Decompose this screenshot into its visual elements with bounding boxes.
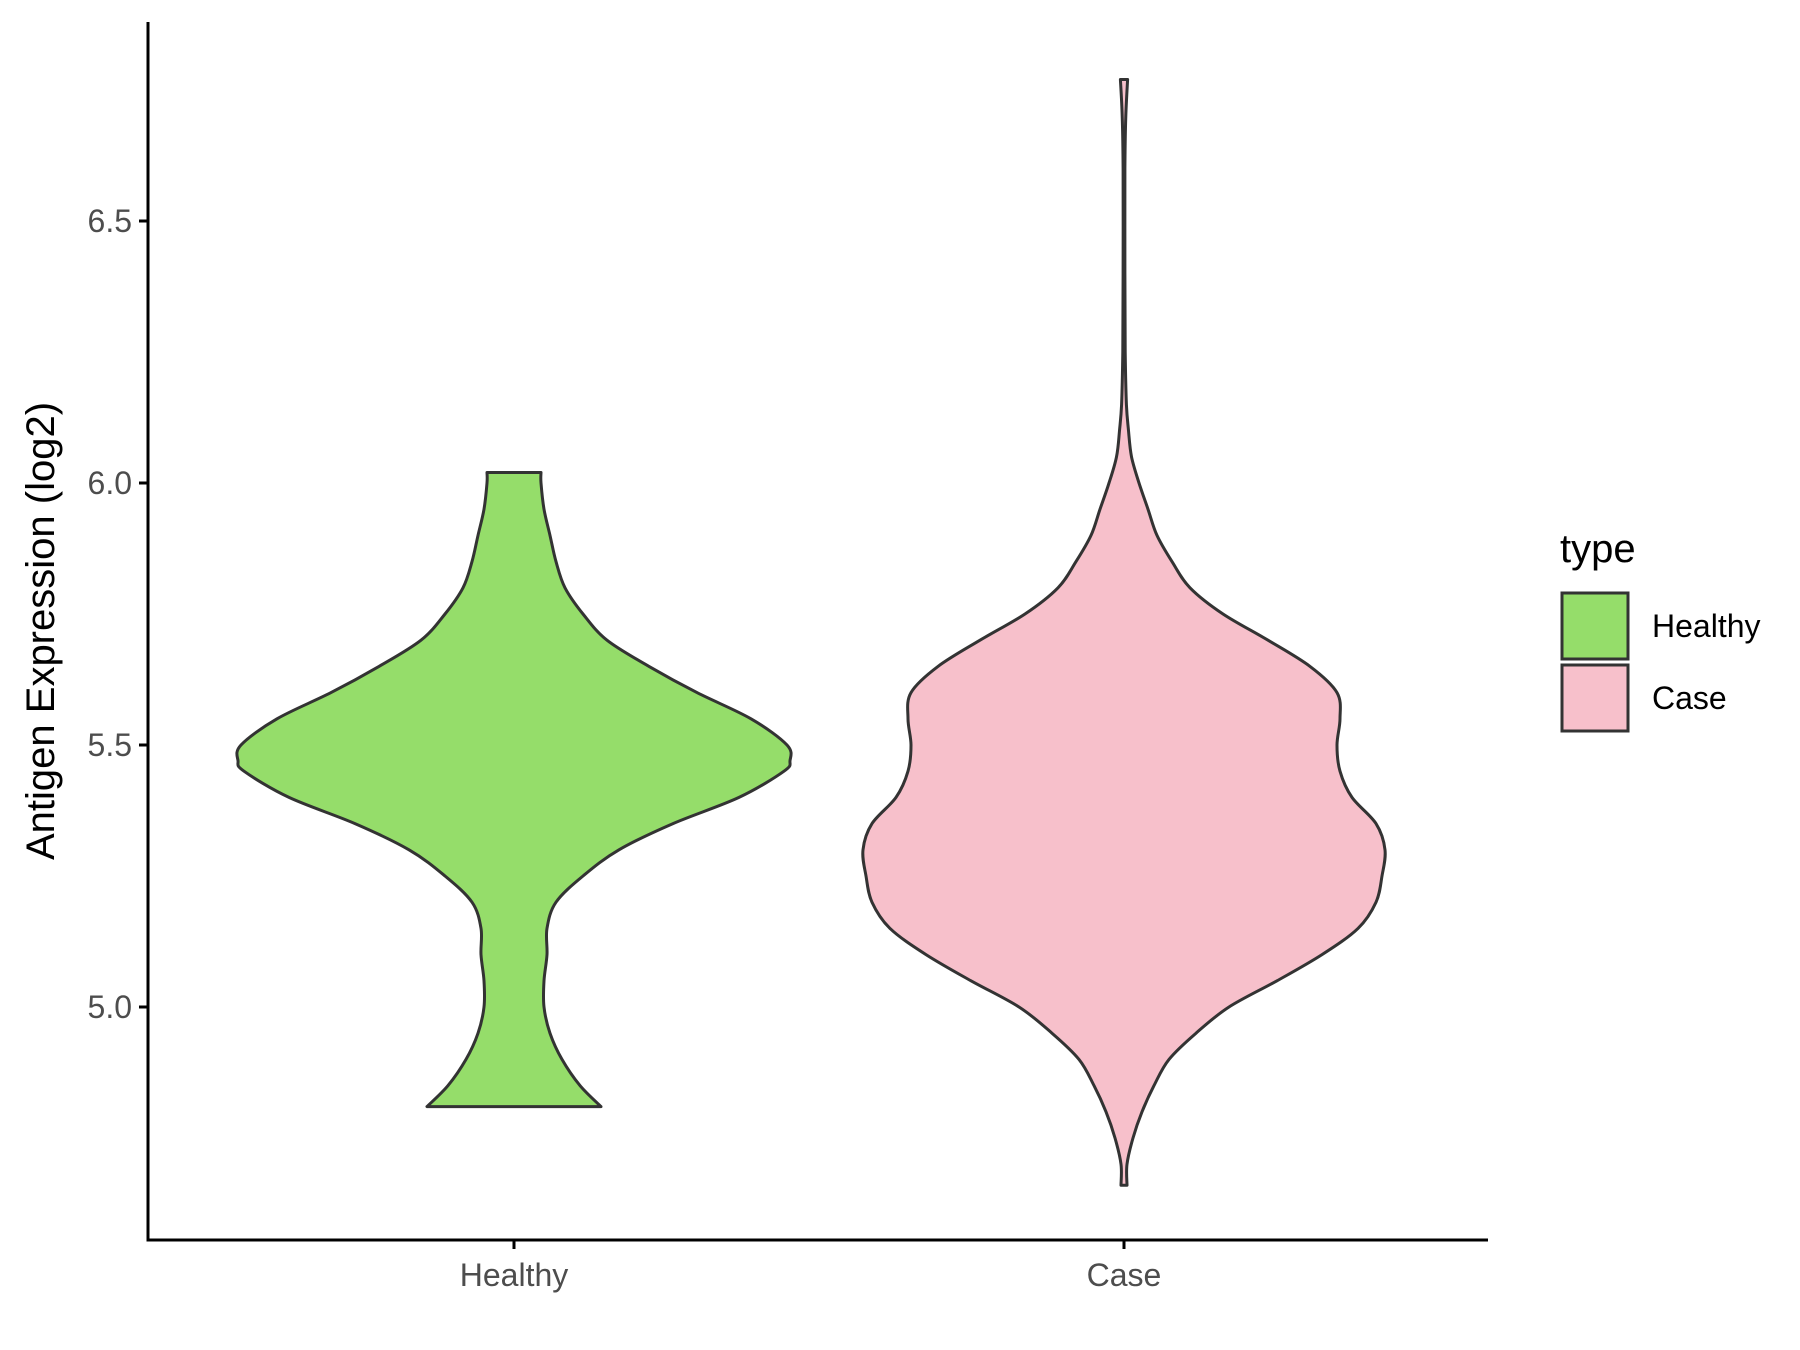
legend-key-healthy [1560, 591, 1630, 661]
y-tick-label: 6.0 [88, 465, 132, 501]
x-tick-label: Case [1087, 1257, 1162, 1293]
legend-label-case: Case [1652, 680, 1727, 716]
legend-entries: Healthy Case [1560, 591, 1761, 733]
violin-case [861, 78, 1387, 1187]
x-tick-label: Healthy [460, 1257, 569, 1293]
y-tick-label: 5.0 [88, 989, 132, 1025]
y-axis-title: Antigen Expression (log2) [19, 402, 63, 860]
legend: type Healthy Case [1560, 527, 1761, 733]
violins [235, 78, 1387, 1187]
x-ticks: Healthy Case [460, 1240, 1162, 1293]
legend-key-case [1560, 663, 1630, 733]
legend-title: type [1560, 527, 1636, 571]
axes: 5.0 5.5 6.0 6.5 Healthy Case [88, 22, 1488, 1293]
y-tick-label: 5.5 [88, 727, 132, 763]
y-ticks: 5.0 5.5 6.0 6.5 [88, 203, 148, 1025]
legend-label-healthy: Healthy [1652, 608, 1761, 644]
violin-healthy [235, 471, 793, 1109]
y-tick-label: 6.5 [88, 203, 132, 239]
